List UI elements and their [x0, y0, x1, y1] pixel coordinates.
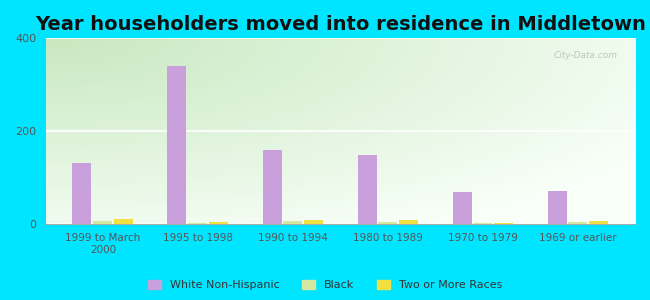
Title: Year householders moved into residence in Middletown: Year householders moved into residence i… [35, 15, 646, 34]
Bar [569, 222, 588, 224]
Bar [94, 221, 112, 224]
Bar [283, 221, 302, 224]
Bar [547, 191, 567, 224]
Bar [209, 222, 228, 224]
Bar [378, 222, 397, 224]
Bar [473, 223, 493, 224]
Legend: White Non-Hispanic, Black, Two or More Races: White Non-Hispanic, Black, Two or More R… [143, 275, 507, 294]
Bar [304, 220, 323, 224]
Text: City-Data.com: City-Data.com [553, 51, 618, 60]
Bar [358, 155, 376, 224]
Bar [263, 149, 281, 224]
Bar [590, 221, 608, 224]
Bar [168, 66, 187, 224]
Bar [72, 164, 92, 224]
Bar [495, 223, 514, 224]
Bar [188, 223, 207, 224]
Bar [114, 219, 133, 224]
Bar [452, 192, 471, 224]
Bar [399, 220, 419, 224]
